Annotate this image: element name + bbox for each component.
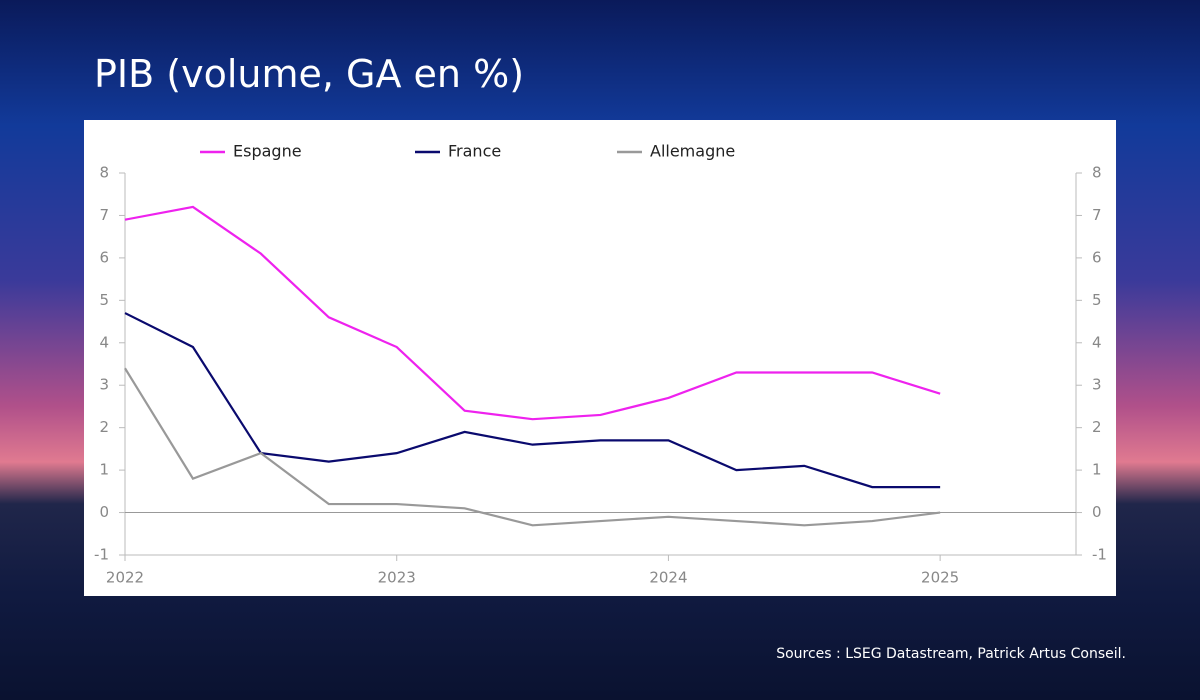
y-tick-label: 6 (99, 248, 109, 266)
y2-tick-label: -1 (1092, 546, 1107, 564)
y2-tick-label: 0 (1092, 503, 1102, 521)
y2-tick-label: 3 (1092, 376, 1102, 394)
y-tick-label: 7 (99, 206, 109, 224)
x-tick-label: 2024 (649, 569, 687, 587)
y-tick-label: 8 (99, 164, 109, 182)
y2-tick-label: 2 (1092, 418, 1102, 436)
y2-tick-label: 6 (1092, 248, 1102, 266)
x-tick-label: 2022 (106, 569, 144, 587)
legend-label: Allemagne (650, 142, 735, 161)
plot-panel (84, 120, 1116, 596)
legend-label: France (448, 142, 501, 161)
line-series (124, 367, 941, 527)
y2-tick-label: 8 (1092, 164, 1102, 182)
y-tick-label: 1 (99, 461, 109, 479)
y-tick-label: 0 (99, 503, 109, 521)
y-tick-label: -1 (94, 546, 109, 564)
y2-tick-label: 1 (1092, 461, 1102, 479)
x-tick-label: 2023 (378, 569, 416, 587)
y2-tick-label: 4 (1092, 333, 1102, 351)
source-note: Sources : LSEG Datastream, Patrick Artus… (776, 646, 1126, 662)
legend-label: Espagne (233, 142, 302, 161)
line-series (124, 205, 941, 421)
y-tick-label: 3 (99, 376, 109, 394)
y2-tick-label: 7 (1092, 206, 1102, 224)
y-tick-label: 5 (99, 291, 109, 309)
y-tick-label: 4 (99, 333, 109, 351)
x-tick-label: 2025 (921, 569, 959, 587)
y2-tick-label: 5 (1092, 291, 1102, 309)
y-tick-label: 2 (99, 418, 109, 436)
chart-title: PIB (volume, GA en %) (94, 52, 525, 96)
